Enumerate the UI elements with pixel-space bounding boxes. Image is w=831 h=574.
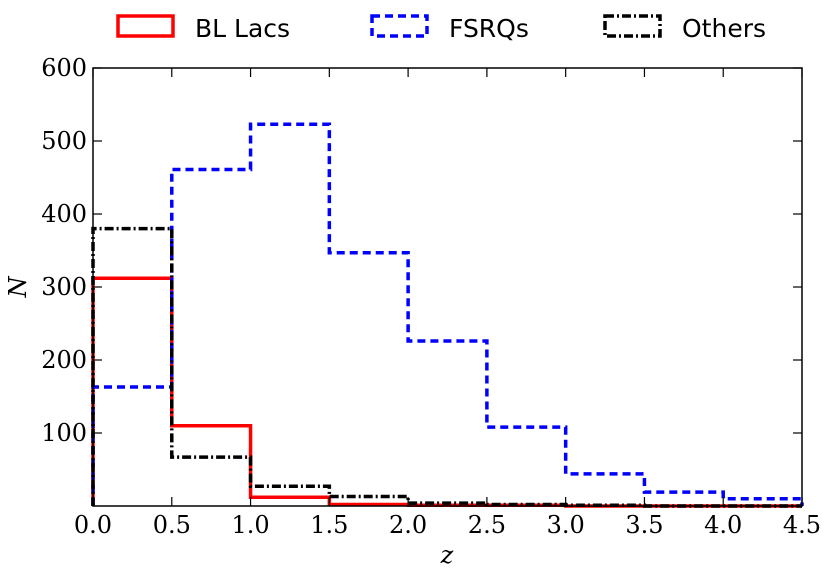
axis-ticks: 0.0 0.5 1.0 1.5 2.0 2.5 3.0 3.5 4.0 4.5 100 200 300 4… (41, 54, 821, 539)
x-axis-label: z (440, 541, 454, 569)
y-tick-label: 200 (41, 346, 87, 374)
plot-frame (92, 67, 803, 507)
legend: BL Lacs FSRQs Others (116, 14, 766, 43)
x-tick-label: 2.0 (389, 511, 427, 539)
y-axis-label: N (4, 276, 32, 299)
series-step-2 (91, 226, 802, 508)
x-tick-label: 0.5 (153, 511, 191, 539)
x-tick-label: 4.5 (783, 511, 821, 539)
series-layer (91, 122, 804, 508)
y-tick-label: 400 (41, 200, 87, 228)
legend-label-0: BL Lacs (195, 14, 290, 43)
y-tick-label: 600 (41, 54, 87, 82)
x-tick-label: 3.5 (625, 511, 663, 539)
x-tick-label: 4.0 (704, 511, 742, 539)
legend-label-2: Others (682, 14, 766, 43)
legend-swatch-0 (116, 14, 175, 38)
series-step-1 (91, 122, 804, 506)
legend-swatch-1 (370, 14, 429, 38)
y-tick-label: 500 (41, 127, 87, 155)
legend-swatch-2 (603, 14, 662, 38)
series-step-0 (91, 276, 802, 508)
x-tick-label: 3.0 (547, 511, 585, 539)
x-tick-label: 1.5 (310, 511, 348, 539)
x-tick-label: 1.0 (231, 511, 269, 539)
x-tick-label: 0.0 (74, 511, 112, 539)
y-tick-label: 300 (41, 273, 87, 301)
y-tick-label: 100 (41, 419, 87, 447)
x-tick-label: 2.5 (468, 511, 506, 539)
legend-label-1: FSRQs (449, 14, 529, 43)
